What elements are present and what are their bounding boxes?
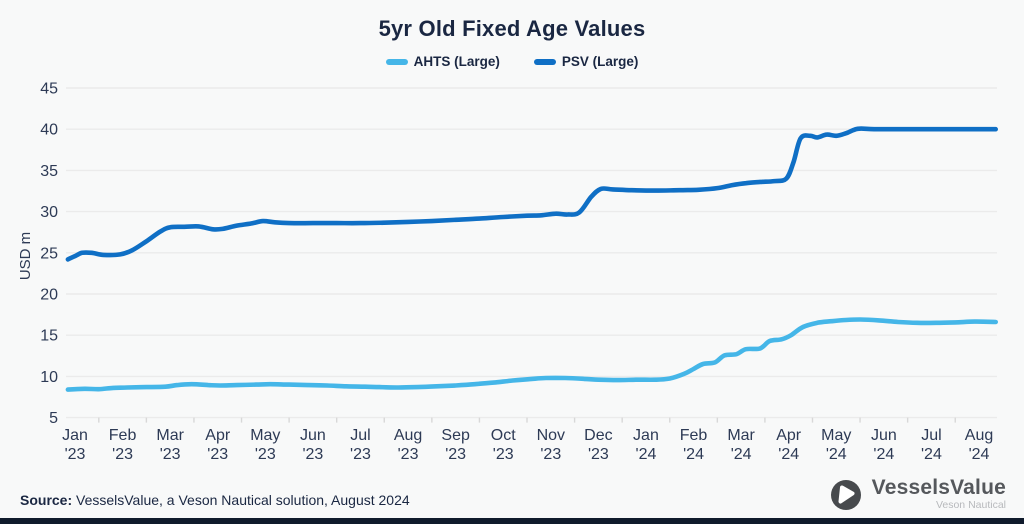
x-tick-label: Nov '23 [537,427,565,463]
ahts-line-swatch [385,58,408,65]
x-tick-label: Jan '24 [633,427,659,463]
series-line-ahts [65,317,998,392]
x-tick-label: Feb '23 [109,427,137,463]
y-tick-label: 35 [40,163,58,180]
x-tick-label: May '23 [250,427,280,463]
y-tick-label: 40 [40,122,58,139]
y-tick-label: 5 [49,410,58,427]
x-tick-label: May '24 [821,427,851,463]
vesselsvalue-logo-icon [830,480,861,510]
y-tick-label: 25 [40,245,58,262]
line-chart: 45 40 35 30 25 20 15 10 5 USD m Jan '23 Feb '23 Mar '23… [17,81,998,463]
x-tick-label: Jun '23 [300,427,326,463]
x-tick-label: Dec '23 [584,427,612,463]
footer: Source: VesselsValue, a Veson Nautical s… [0,468,1024,518]
logo-subtitle: Veson Nautical [935,499,1006,511]
x-tick-label: Mar '24 [727,427,755,463]
x-tick-label: Jun '24 [871,427,897,463]
legend-item-ahts: AHTS (Large) [385,54,500,69]
logo-text: VesselsValue Veson Nautical [872,476,1006,511]
source-label: Source: [20,492,73,508]
series-line-psv [65,126,998,262]
x-tick-label: Mar '23 [156,427,184,463]
psv-line-swatch [533,58,556,65]
legend-item-psv: PSV (Large) [533,54,639,69]
y-tick-label: 30 [40,204,58,221]
x-tick-label: Apr '24 [776,427,802,463]
legend-label-psv: PSV (Large) [561,54,639,69]
chart-legend: AHTS (Large) PSV (Large) [0,54,1024,69]
legend-label-ahts: AHTS (Large) [413,54,500,69]
x-tick-label: Jul '24 [921,427,942,463]
source-text: VesselsValue, a Veson Nautical solution,… [72,492,410,508]
y-axis-label: USD m [17,232,34,280]
logo-name: VesselsValue [871,476,1006,499]
chart-title: 5yr Old Fixed Age Values [378,16,646,41]
y-tick-label: 15 [40,328,58,345]
vesselsvalue-logo: VesselsValue Veson Nautical [829,476,1006,512]
bottom-accent-bar [0,518,1024,524]
y-tick-label: 20 [40,287,58,304]
x-tick-label: Feb '24 [680,427,708,463]
x-tick-label: Jul '23 [350,427,371,463]
x-tick-label: Sep '23 [441,427,470,463]
y-tick-label: 45 [40,81,58,98]
x-tick-label: Aug '23 [394,427,422,463]
y-tick-label: 10 [40,369,58,386]
x-tick-label: Jan '23 [62,427,88,463]
source-line: Source: VesselsValue, a Veson Nautical s… [20,492,410,508]
x-tick-label: Apr '23 [205,427,231,463]
x-tick-label: Aug '24 [965,427,993,463]
x-tick-label: Oct '23 [491,427,516,463]
